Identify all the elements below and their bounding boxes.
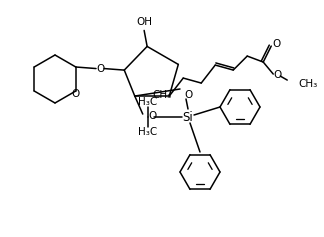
Text: CH₃: CH₃	[153, 90, 172, 100]
Text: O: O	[96, 64, 104, 73]
Text: Si: Si	[183, 110, 193, 123]
Text: O: O	[72, 89, 80, 99]
Text: O: O	[149, 111, 157, 121]
Text: CH₃: CH₃	[298, 79, 318, 89]
Text: O: O	[272, 39, 280, 49]
Text: H₃C: H₃C	[138, 127, 157, 137]
Text: H₃C: H₃C	[138, 97, 157, 107]
Text: O: O	[273, 70, 281, 80]
Text: OH: OH	[136, 18, 152, 27]
Text: O: O	[184, 90, 192, 100]
